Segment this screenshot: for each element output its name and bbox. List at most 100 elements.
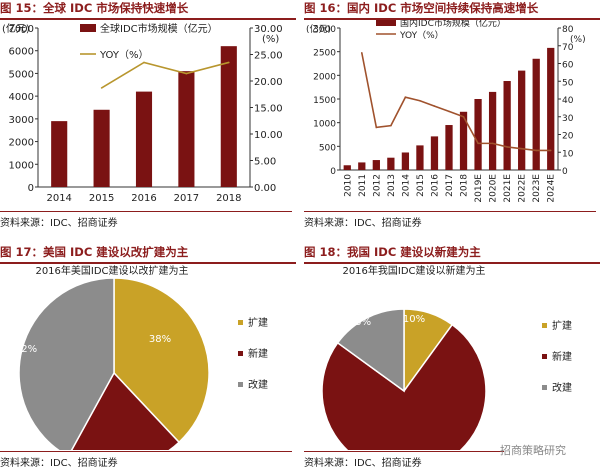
y-left-tick-label: 3000 — [9, 115, 34, 126]
y-right-tick-label: 15.00 — [254, 104, 283, 115]
yoy-point — [100, 87, 103, 89]
x-tick-label: 2015 — [416, 174, 426, 197]
panel-fig17: 图 17：美国 IDC 建设以改扩建为主 2016年美国IDC建设以改扩建为主 3… — [0, 244, 296, 471]
pie-slice — [70, 371, 181, 450]
bar — [401, 152, 410, 170]
bar — [488, 91, 497, 170]
yoy-point — [477, 142, 479, 145]
panel-title: 图 18：我国 IDC 建设以新建为主 — [304, 244, 600, 264]
yoy-point — [462, 115, 465, 118]
legend-label: 扩建 — [552, 319, 572, 332]
yoy-point — [520, 147, 523, 150]
bar — [387, 157, 395, 170]
y-right-tick-label: 40 — [562, 96, 574, 106]
legend-line-label: YOY（%） — [399, 30, 444, 41]
bar — [532, 58, 540, 171]
y-left-axis-title: (亿元) — [306, 23, 331, 35]
legend-bar-label: 全球IDC市场规模（亿元） — [100, 22, 218, 35]
y-right-tick-label: 10.00 — [254, 130, 283, 141]
legend-swatch — [542, 385, 547, 390]
y-right-tick-label: 30.00 — [254, 24, 283, 35]
pie-data-label: 42% — [15, 344, 37, 355]
legend-swatch — [238, 320, 243, 325]
bar — [474, 99, 482, 170]
watermark-label: 招商策略研究 — [500, 444, 566, 457]
legend-swatch — [542, 354, 547, 359]
y-left-tick-label: 500 — [319, 143, 336, 153]
yoy-line — [101, 61, 230, 89]
bar — [518, 70, 526, 170]
x-tick-label: 2017 — [174, 193, 199, 204]
y-left-tick-label: 2000 — [9, 138, 34, 149]
yoy-point — [228, 61, 230, 64]
legend-bar-swatch — [80, 24, 96, 32]
pie-data-label: 15% — [349, 317, 371, 328]
y-left-tick-label: 2500 — [313, 49, 336, 59]
source-note: 资料来源：IDC、招商证券 — [0, 451, 292, 469]
bar — [503, 81, 511, 170]
bar — [358, 162, 366, 170]
x-tick-label: 2018 — [216, 193, 241, 204]
y-left-tick-label: 3000 — [313, 25, 336, 35]
x-tick-label: 2012 — [372, 174, 382, 197]
y-left-axis-title: (亿元) — [2, 22, 30, 35]
y-left-tick-label: 0 — [330, 167, 336, 177]
pie-slice — [336, 308, 405, 393]
y-left-tick-label: 6000 — [9, 47, 34, 58]
legend-line-label: YOY（%） — [99, 49, 149, 61]
bar — [178, 71, 195, 187]
yoy-point — [549, 149, 552, 152]
yoy-line — [361, 52, 551, 152]
legend-bar-swatch — [376, 20, 396, 26]
x-tick-label: 2020E — [489, 174, 499, 203]
x-tick-label: 2011 — [358, 174, 368, 197]
x-tick-label: 2018 — [460, 174, 470, 197]
panel-fig18: 图 18：我国 IDC 建设以新建为主 2016年我国IDC建设以新建为主 10%… — [304, 244, 600, 471]
chart-fig16: 0 500 1000 1500 2000 2500 3000 0 10 20 30 40 50 60 70 8… — [306, 20, 586, 203]
x-tick-label: 2015 — [89, 193, 114, 204]
source-note: 资料来源：IDC、招商证券 — [304, 211, 596, 229]
yoy-point — [491, 142, 494, 145]
y-right-tick-label: 0 — [562, 167, 568, 177]
y-right-tick-label: 25.00 — [254, 51, 283, 62]
bar — [135, 91, 153, 187]
y-right-tick-label: 0.00 — [254, 183, 276, 194]
x-tick-label: 2019E — [474, 174, 484, 203]
legend-label: 改建 — [552, 381, 572, 394]
panel-title: 图 17：美国 IDC 建设以改扩建为主 — [0, 244, 296, 264]
y-left-tick-label: 1000 — [9, 160, 34, 171]
pie-data-label: 10% — [403, 314, 425, 325]
legend-label: 扩建 — [248, 316, 268, 329]
legend-label: 新建 — [552, 350, 572, 363]
y-left-tick-label: 2000 — [313, 72, 336, 82]
bar — [93, 109, 110, 187]
x-tick-label: 2010 — [343, 174, 353, 197]
y-right-tick-label: 60 — [562, 61, 574, 71]
y-left-tick-label: 1000 — [313, 120, 336, 130]
bar — [220, 46, 237, 187]
pie-slice — [321, 323, 487, 450]
x-tick-label: 2024E — [547, 174, 557, 203]
pie-slice — [113, 277, 210, 444]
y-left-tick-label: 7000 — [9, 24, 34, 35]
legend-label: 改建 — [248, 378, 268, 391]
y-right-axis-title: (%) — [262, 34, 279, 45]
bar — [547, 47, 555, 170]
x-tick-label: 2016 — [430, 174, 440, 197]
panel-title: 图 16：国内 IDC 市场空间持续保持高速增长 — [304, 0, 600, 20]
panel-fig16: 图 16：国内 IDC 市场空间持续保持高速增长 0 500 1000 1500 200… — [304, 0, 600, 232]
y-right-axis-title: (%) — [570, 35, 586, 45]
yoy-point — [185, 72, 188, 75]
y-left-tick-label: 5000 — [9, 69, 34, 80]
y-right-tick-label: 80 — [562, 25, 574, 35]
y-right-tick-label: 10 — [562, 149, 574, 159]
y-right-tick-label: 30 — [562, 114, 574, 124]
y-right-tick-label: 50 — [562, 78, 574, 88]
pie-title: 2016年我国IDC建设以新建为主 — [342, 264, 485, 277]
y-right-tick-label: 20 — [562, 132, 574, 142]
y-right-tick-label: 70 — [562, 43, 574, 53]
y-right-tick-label: 5.00 — [254, 157, 276, 168]
legend-label: 新建 — [248, 347, 268, 360]
legend-swatch — [238, 382, 243, 387]
